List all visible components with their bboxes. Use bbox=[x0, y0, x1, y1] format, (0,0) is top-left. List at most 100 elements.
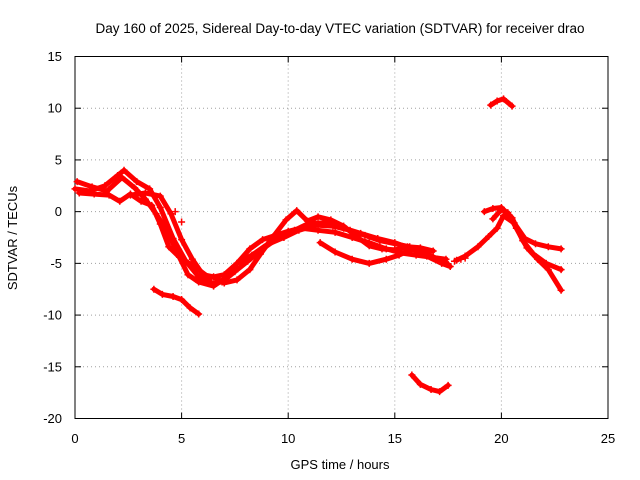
series-track-11 bbox=[487, 95, 516, 110]
data-point-marker bbox=[101, 182, 109, 190]
data-series bbox=[71, 95, 565, 396]
data-point-marker bbox=[557, 245, 565, 253]
data-point-marker bbox=[256, 250, 264, 258]
x-tick-label: 15 bbox=[388, 431, 402, 446]
data-point-marker bbox=[105, 191, 113, 199]
y-tick-label: -15 bbox=[43, 359, 62, 374]
data-point-marker bbox=[395, 251, 403, 259]
data-point-marker bbox=[480, 208, 488, 216]
data-point-marker bbox=[378, 245, 386, 253]
data-point-marker bbox=[75, 189, 83, 197]
data-point-marker bbox=[529, 250, 537, 258]
data-point-marker bbox=[90, 190, 98, 198]
data-point-marker bbox=[365, 259, 373, 267]
data-point-marker bbox=[148, 201, 156, 209]
data-point-marker bbox=[427, 253, 435, 261]
data-point-marker bbox=[178, 236, 186, 244]
data-point-marker bbox=[297, 224, 305, 232]
data-point-marker bbox=[493, 97, 501, 105]
data-point-marker bbox=[416, 244, 424, 252]
data-point-marker bbox=[352, 232, 360, 240]
series-track-4 bbox=[126, 189, 437, 287]
data-point-marker bbox=[544, 266, 552, 274]
data-point-marker bbox=[195, 310, 203, 318]
y-tick-label: 10 bbox=[48, 101, 62, 116]
data-point-marker bbox=[489, 215, 497, 223]
data-point-marker bbox=[118, 174, 126, 182]
y-tick-label: 5 bbox=[55, 152, 62, 167]
data-point-marker bbox=[391, 246, 399, 254]
data-point-marker bbox=[365, 242, 373, 250]
data-point-marker bbox=[233, 259, 241, 267]
series-track-10 bbox=[480, 204, 565, 274]
data-point-marker bbox=[158, 290, 166, 298]
data-point-marker bbox=[374, 235, 382, 243]
data-point-marker bbox=[412, 251, 420, 259]
data-point-marker bbox=[542, 259, 550, 267]
data-point-marker bbox=[493, 224, 501, 232]
data-point-marker bbox=[485, 232, 493, 240]
data-point-marker bbox=[487, 101, 495, 109]
data-point-marker bbox=[348, 255, 356, 263]
data-point-marker bbox=[457, 255, 465, 263]
data-point-marker bbox=[150, 285, 158, 293]
data-point-marker bbox=[303, 217, 311, 225]
x-axis-title: GPS time / hours bbox=[291, 457, 390, 472]
data-point-marker bbox=[408, 371, 416, 379]
data-point-marker bbox=[167, 210, 175, 218]
data-point-marker bbox=[461, 254, 469, 262]
data-point-marker bbox=[114, 171, 122, 179]
data-point-marker bbox=[233, 276, 241, 284]
data-point-marker bbox=[519, 237, 527, 245]
data-point-marker bbox=[340, 222, 348, 230]
data-point-marker bbox=[427, 386, 435, 394]
data-point-marker bbox=[186, 304, 194, 312]
data-point-marker bbox=[126, 191, 134, 199]
x-tick-label: 20 bbox=[494, 431, 508, 446]
data-point-marker bbox=[184, 271, 192, 279]
data-point-marker bbox=[500, 212, 508, 220]
data-point-marker bbox=[244, 257, 252, 265]
data-point-marker bbox=[175, 253, 183, 261]
data-point-marker bbox=[137, 197, 145, 205]
data-point-marker bbox=[450, 257, 458, 265]
data-point-marker bbox=[178, 218, 186, 226]
data-point-marker bbox=[442, 255, 450, 263]
data-point-marker bbox=[508, 214, 516, 222]
tick-marks bbox=[74, 56, 609, 419]
series-scatter-bits bbox=[171, 208, 469, 265]
y-tick-label: -5 bbox=[50, 256, 62, 271]
data-point-marker bbox=[116, 197, 124, 205]
series-track-5 bbox=[316, 239, 416, 267]
plot-frame bbox=[74, 56, 609, 419]
data-point-marker bbox=[199, 271, 207, 279]
data-point-marker bbox=[500, 95, 508, 103]
data-point-marker bbox=[474, 243, 482, 251]
data-point-marker bbox=[169, 292, 177, 300]
data-point-marker bbox=[544, 243, 552, 251]
data-point-marker bbox=[391, 239, 399, 247]
x-tick-label: 25 bbox=[601, 431, 615, 446]
data-point-marker bbox=[557, 286, 565, 294]
data-point-marker bbox=[131, 184, 139, 192]
data-point-marker bbox=[195, 273, 203, 281]
x-tick-label: 0 bbox=[71, 431, 78, 446]
data-point-marker bbox=[436, 388, 444, 396]
data-point-marker bbox=[282, 216, 290, 224]
data-point-marker bbox=[156, 220, 164, 228]
data-point-marker bbox=[171, 208, 179, 216]
data-point-marker bbox=[231, 268, 239, 276]
data-point-marker bbox=[220, 271, 228, 279]
data-point-marker bbox=[489, 205, 497, 213]
data-point-marker bbox=[220, 279, 228, 287]
data-point-marker bbox=[284, 227, 292, 235]
series-track-6 bbox=[150, 285, 203, 318]
data-point-marker bbox=[557, 266, 565, 274]
y-tick-label: 15 bbox=[48, 49, 62, 64]
data-point-marker bbox=[259, 236, 267, 244]
data-point-marker bbox=[133, 178, 141, 186]
data-point-marker bbox=[331, 248, 339, 256]
data-point-marker bbox=[71, 185, 79, 193]
data-point-marker bbox=[207, 279, 215, 287]
